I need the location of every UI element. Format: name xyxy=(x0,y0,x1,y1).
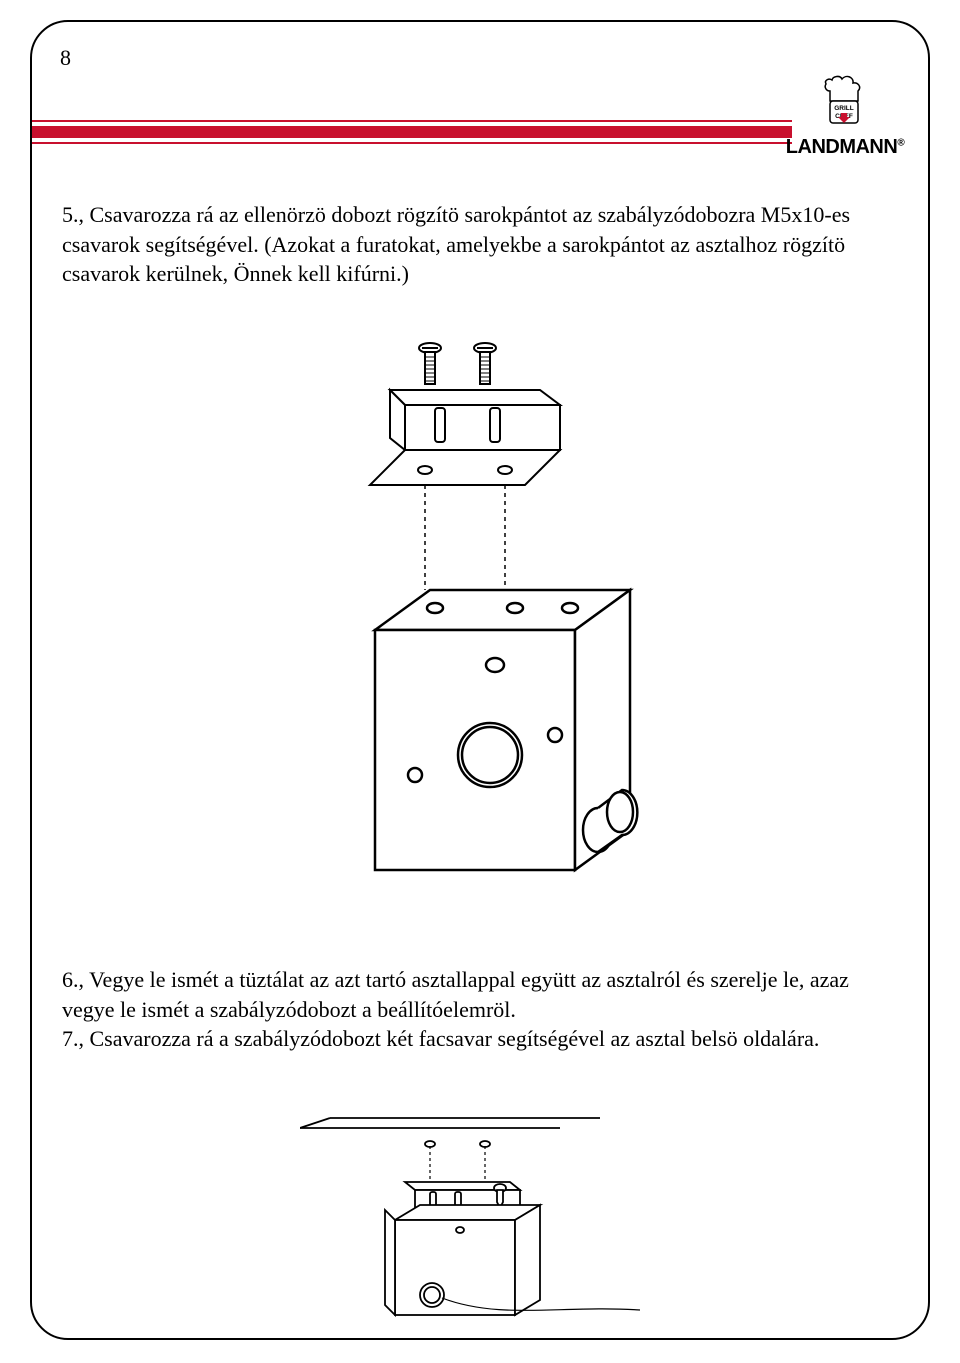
diagram-step7 xyxy=(300,1110,660,1330)
brand-logo: GRILL CHEF LANDMANN® xyxy=(780,75,910,159)
step-5-text: 5., Csavarozza rá az ellenörzö dobozt rö… xyxy=(62,200,882,289)
diagram-step5 xyxy=(320,330,670,920)
svg-text:GRILL: GRILL xyxy=(834,105,854,112)
brand-stripe-fill xyxy=(32,126,792,138)
step-6-7-text: 6., Vegye le ismét a tüztálat az azt tar… xyxy=(62,965,882,1054)
brand-text: LANDMANN xyxy=(786,136,898,158)
brand-stripe xyxy=(32,120,792,144)
chef-hat-icon: GRILL CHEF xyxy=(822,75,868,127)
page-number: 8 xyxy=(60,45,71,71)
reg-mark: ® xyxy=(897,137,904,148)
brand-wordmark: LANDMANN® xyxy=(780,136,910,159)
